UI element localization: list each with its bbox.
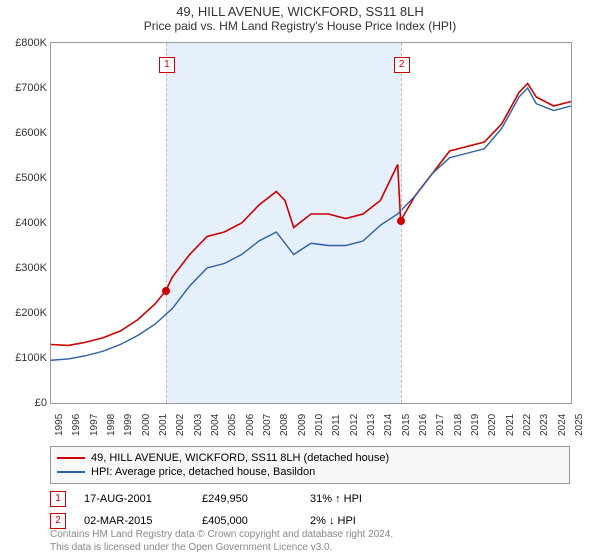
y-axis-label: £600K — [5, 127, 47, 139]
x-axis-label: 2016 — [418, 414, 429, 436]
x-axis-label: 2024 — [557, 414, 568, 436]
y-axis-label: £200K — [5, 307, 47, 319]
x-axis-label: 1995 — [54, 414, 65, 436]
footer-line: Contains HM Land Registry data © Crown c… — [50, 528, 570, 541]
legend-swatch — [57, 457, 85, 459]
event-price: £249,950 — [202, 493, 292, 505]
x-axis-label: 2015 — [401, 414, 412, 436]
x-axis-label: 2023 — [539, 414, 550, 436]
event-row: 1 17-AUG-2001 £249,950 31% ↑ HPI — [50, 488, 570, 510]
event-price: £405,000 — [202, 515, 292, 527]
legend: 49, HILL AVENUE, WICKFORD, SS11 8LH (det… — [50, 446, 570, 484]
x-axis-label: 2018 — [453, 414, 464, 436]
event-diff: 31% ↑ HPI — [310, 493, 400, 505]
event-table: 1 17-AUG-2001 £249,950 31% ↑ HPI 2 02-MAR-201… — [50, 488, 570, 532]
y-axis-label: £700K — [5, 82, 47, 94]
event-date: 17-AUG-2001 — [84, 493, 184, 505]
x-axis-label: 2011 — [331, 414, 342, 436]
event-marker-box: 1 — [159, 57, 175, 73]
footer-attribution: Contains HM Land Registry data © Crown c… — [50, 528, 570, 554]
x-axis-label: 2004 — [210, 414, 221, 436]
legend-swatch — [57, 471, 85, 473]
x-axis-label: 1999 — [123, 414, 134, 436]
x-axis-label: 2025 — [574, 414, 585, 436]
x-axis-label: 2017 — [435, 414, 446, 436]
legend-row: HPI: Average price, detached house, Basi… — [57, 465, 563, 479]
y-axis-label: £800K — [5, 37, 47, 49]
x-axis-label: 2008 — [279, 414, 290, 436]
x-axis-label: 2005 — [227, 414, 238, 436]
footer-line: This data is licensed under the Open Gov… — [50, 541, 570, 554]
event-point-marker — [397, 217, 405, 225]
series-line — [51, 88, 571, 360]
x-axis-label: 2001 — [158, 414, 169, 436]
event-point-marker — [162, 287, 170, 295]
x-axis-label: 2013 — [366, 414, 377, 436]
x-axis-label: 2021 — [505, 414, 516, 436]
x-axis-label: 1996 — [71, 414, 82, 436]
y-axis-label: £300K — [5, 262, 47, 274]
y-axis-label: £500K — [5, 172, 47, 184]
event-diff: 2% ↓ HPI — [310, 515, 400, 527]
chart-lines — [51, 43, 571, 403]
page-subtitle: Price paid vs. HM Land Registry's House … — [0, 19, 600, 37]
event-marker-box: 2 — [394, 57, 410, 73]
chart-plot-area: £0£100K£200K£300K£400K£500K£600K£700K£80… — [50, 42, 572, 404]
x-axis-label: 2019 — [470, 414, 481, 436]
x-axis-label: 2010 — [314, 414, 325, 436]
x-axis-label: 2006 — [245, 414, 256, 436]
event-row-marker: 2 — [50, 513, 66, 529]
event-row-marker: 1 — [50, 491, 66, 507]
legend-label: 49, HILL AVENUE, WICKFORD, SS11 8LH (det… — [91, 452, 389, 464]
series-line — [51, 84, 571, 346]
x-axis-label: 1997 — [89, 414, 100, 436]
x-axis-label: 2012 — [349, 414, 360, 436]
y-axis-label: £0 — [5, 397, 47, 409]
x-axis-label: 2002 — [175, 414, 186, 436]
x-axis-label: 2007 — [262, 414, 273, 436]
x-axis-label: 2014 — [383, 414, 394, 436]
x-axis-labels: 1995 1996 1997 1998 1999 2000 2001 2002 2003 2004… — [50, 406, 570, 446]
y-axis-label: £100K — [5, 352, 47, 364]
page-title: 49, HILL AVENUE, WICKFORD, SS11 8LH — [0, 0, 600, 19]
x-axis-label: 2000 — [141, 414, 152, 436]
x-axis-label: 2009 — [297, 414, 308, 436]
x-axis-label: 1998 — [106, 414, 117, 436]
event-guideline — [166, 43, 167, 403]
x-axis-label: 2022 — [522, 414, 533, 436]
event-date: 02-MAR-2015 — [84, 515, 184, 527]
x-axis-label: 2003 — [193, 414, 204, 436]
legend-label: HPI: Average price, detached house, Basi… — [91, 466, 315, 478]
legend-row: 49, HILL AVENUE, WICKFORD, SS11 8LH (det… — [57, 451, 563, 465]
y-axis-label: £400K — [5, 217, 47, 229]
x-axis-label: 2020 — [487, 414, 498, 436]
